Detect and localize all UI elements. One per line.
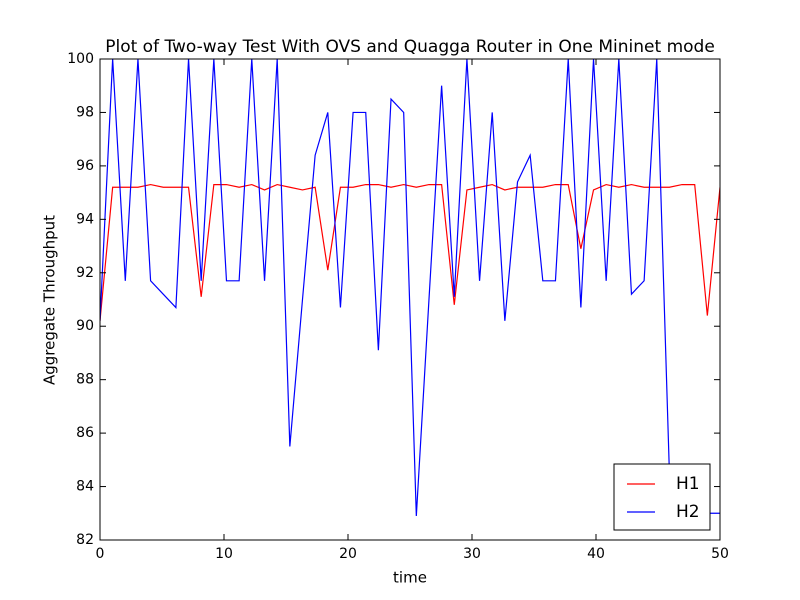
x-tick-label: 40 <box>587 546 605 562</box>
y-tick-label: 82 <box>76 532 94 548</box>
axes-frame <box>99 58 721 541</box>
x-axis-label: time <box>393 569 427 587</box>
chart-title: Plot of Two-way Test With OVS and Quagga… <box>105 37 715 57</box>
y-tick-label: 86 <box>76 425 94 441</box>
legend-label: H1 <box>676 474 700 494</box>
line-series <box>100 183 720 321</box>
y-tick-label: 84 <box>76 479 94 495</box>
line-series <box>100 59 720 516</box>
x-tick-label: 30 <box>463 546 481 562</box>
x-tick-label: 50 <box>711 546 729 562</box>
x-tick-label: 20 <box>339 546 357 562</box>
y-tick-label: 96 <box>76 158 94 174</box>
plot-area <box>100 59 720 516</box>
legend-box <box>613 463 711 531</box>
y-tick-label: 94 <box>76 211 94 227</box>
y-tick-label: 88 <box>76 372 94 388</box>
y-tick-label: 100 <box>67 51 94 67</box>
y-axis-label: Aggregate Throughput <box>41 215 59 385</box>
y-tick-label: 90 <box>76 318 94 334</box>
x-tick-label: 10 <box>215 546 233 562</box>
y-tick-label: 92 <box>76 265 94 281</box>
x-tick-label: 0 <box>96 546 105 562</box>
y-tick-label: 98 <box>76 104 94 120</box>
legend-label: H2 <box>676 502 700 522</box>
